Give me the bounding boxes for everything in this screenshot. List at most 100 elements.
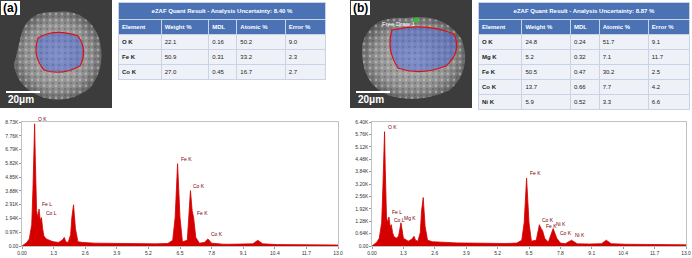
svg-text:6.5: 6.5 bbox=[526, 250, 533, 256]
html-text:0.24: 0.24 bbox=[574, 39, 586, 45]
svg-text:0.00: 0.00 bbox=[17, 250, 27, 256]
svg-text:5.76K: 5.76K bbox=[355, 131, 369, 137]
svg-text:6.79K: 6.79K bbox=[5, 146, 19, 152]
svg-text:13.0: 13.0 bbox=[681, 250, 691, 256]
svg-text:1.3: 1.3 bbox=[400, 250, 407, 256]
html-text:Atomic %: Atomic % bbox=[602, 24, 630, 30]
svg-text:5.2: 5.2 bbox=[145, 250, 152, 256]
svg-text:Co K: Co K bbox=[542, 217, 554, 223]
html-text:O K: O K bbox=[482, 39, 493, 45]
svg-text:Co K: Co K bbox=[560, 230, 572, 236]
html-text:(b): (b) bbox=[353, 1, 369, 15]
html-text:33.2: 33.2 bbox=[240, 54, 252, 60]
svg-text:0.00: 0.00 bbox=[9, 243, 19, 249]
html-text:Error %: Error % bbox=[651, 24, 674, 30]
html-text:eZAF Quant Result - Analysis U: eZAF Quant Result - Analysis Uncertainty… bbox=[513, 8, 655, 14]
svg-text:0.97K: 0.97K bbox=[5, 229, 19, 235]
svg-text:8.73K: 8.73K bbox=[5, 119, 19, 125]
html-text:Element: Element bbox=[482, 24, 506, 30]
svg-text:3.9: 3.9 bbox=[463, 250, 470, 256]
svg-text:2.6: 2.6 bbox=[431, 250, 438, 256]
svg-text:2.56K: 2.56K bbox=[355, 193, 369, 199]
svg-text:20μm: 20μm bbox=[358, 94, 384, 105]
svg-text:Fe K: Fe K bbox=[546, 223, 557, 229]
svg-text:7.8: 7.8 bbox=[208, 250, 215, 256]
svg-text:9.1: 9.1 bbox=[240, 250, 247, 256]
svg-text:Fe K: Fe K bbox=[181, 156, 192, 162]
html-text:9.0: 9.0 bbox=[288, 39, 297, 45]
svg-text:1.94K: 1.94K bbox=[5, 215, 19, 221]
html-text:Weight %: Weight % bbox=[164, 24, 192, 30]
html-text:O K: O K bbox=[122, 39, 133, 45]
svg-text:O K: O K bbox=[388, 124, 397, 130]
svg-text:6.5: 6.5 bbox=[177, 250, 184, 256]
html-text:MDL: MDL bbox=[574, 24, 587, 30]
html-text:0.16: 0.16 bbox=[212, 39, 224, 45]
svg-text:Co K: Co K bbox=[193, 183, 205, 189]
html-text:MDL: MDL bbox=[212, 24, 226, 30]
svg-text:0.00: 0.00 bbox=[359, 243, 369, 249]
html-text:51.7: 51.7 bbox=[602, 39, 615, 45]
html-text:Co K: Co K bbox=[122, 69, 136, 75]
svg-text:4.48K: 4.48K bbox=[355, 156, 369, 162]
svg-text:6.40K: 6.40K bbox=[355, 119, 369, 125]
html-text:22.1: 22.1 bbox=[164, 39, 177, 45]
html-text:Weight %: Weight % bbox=[525, 24, 553, 30]
svg-text:Co L: Co L bbox=[394, 217, 405, 223]
svg-text:11.7: 11.7 bbox=[302, 250, 312, 256]
html-text:2.3: 2.3 bbox=[288, 54, 297, 60]
svg-text:2.6: 2.6 bbox=[82, 250, 89, 256]
html-text:Mg K: Mg K bbox=[482, 54, 497, 60]
svg-text:5.12K: 5.12K bbox=[355, 144, 369, 150]
svg-text:5.82K: 5.82K bbox=[5, 160, 19, 166]
html-text:50.9: 50.9 bbox=[164, 54, 177, 60]
svg-text:3.88K: 3.88K bbox=[5, 188, 19, 194]
html-text:16.7: 16.7 bbox=[240, 69, 252, 75]
svg-text:3.9: 3.9 bbox=[113, 250, 120, 256]
svg-text:Fe L: Fe L bbox=[392, 209, 402, 215]
html-text:24.8: 24.8 bbox=[525, 39, 538, 45]
svg-text:Co L: Co L bbox=[46, 210, 57, 216]
svg-text:Fe K: Fe K bbox=[530, 170, 541, 176]
svg-text:5.2: 5.2 bbox=[494, 250, 501, 256]
html-text:5.2: 5.2 bbox=[525, 54, 534, 60]
html-text:0.32: 0.32 bbox=[574, 54, 586, 60]
svg-text:9.1: 9.1 bbox=[588, 250, 595, 256]
svg-text:13.0: 13.0 bbox=[333, 250, 343, 256]
html-text:0.45: 0.45 bbox=[212, 69, 224, 75]
html-text:2.7: 2.7 bbox=[288, 69, 297, 75]
html-text:eZAF Quant Result - Analysis U: eZAF Quant Result - Analysis Uncertainty… bbox=[151, 8, 293, 14]
svg-text:4.85K: 4.85K bbox=[5, 174, 19, 180]
html-text:(a): (a) bbox=[3, 1, 18, 15]
svg-text:Ni K: Ni K bbox=[575, 232, 585, 238]
html-text:9.1: 9.1 bbox=[651, 39, 661, 45]
svg-text:Co K: Co K bbox=[211, 231, 223, 237]
svg-text:1.3: 1.3 bbox=[50, 250, 57, 256]
svg-text:0.00: 0.00 bbox=[367, 250, 377, 256]
svg-text:3.20K: 3.20K bbox=[355, 181, 369, 187]
svg-text:0.64K: 0.64K bbox=[355, 230, 369, 236]
svg-text:1.28K: 1.28K bbox=[355, 218, 369, 224]
html-text:Element: Element bbox=[122, 24, 146, 30]
svg-text:Fe L: Fe L bbox=[42, 201, 52, 207]
svg-text:11.7: 11.7 bbox=[650, 250, 660, 256]
svg-text:2.91K: 2.91K bbox=[5, 201, 19, 207]
html-text:50.2: 50.2 bbox=[240, 39, 252, 45]
html-text:Atomic %: Atomic % bbox=[240, 24, 268, 30]
svg-text:10.4: 10.4 bbox=[270, 250, 280, 256]
svg-text:3.84K: 3.84K bbox=[355, 168, 369, 174]
svg-text:Mg K: Mg K bbox=[404, 215, 416, 221]
svg-text:Free Draw 1: Free Draw 1 bbox=[382, 21, 416, 27]
html-text:27.0: 27.0 bbox=[164, 69, 177, 75]
svg-text:1.92K: 1.92K bbox=[355, 206, 369, 212]
svg-text:O K: O K bbox=[38, 116, 47, 122]
svg-text:7.8: 7.8 bbox=[557, 250, 564, 256]
svg-text:Fe K: Fe K bbox=[197, 210, 208, 216]
html-text:Error %: Error % bbox=[288, 24, 311, 30]
svg-text:7.76K: 7.76K bbox=[5, 133, 19, 139]
svg-text:20μm: 20μm bbox=[8, 94, 34, 105]
svg-text:10.4: 10.4 bbox=[618, 250, 628, 256]
html-text:0.31: 0.31 bbox=[212, 54, 224, 60]
html-text:Fe K: Fe K bbox=[122, 54, 135, 60]
svg-text:Ni K: Ni K bbox=[556, 221, 566, 227]
